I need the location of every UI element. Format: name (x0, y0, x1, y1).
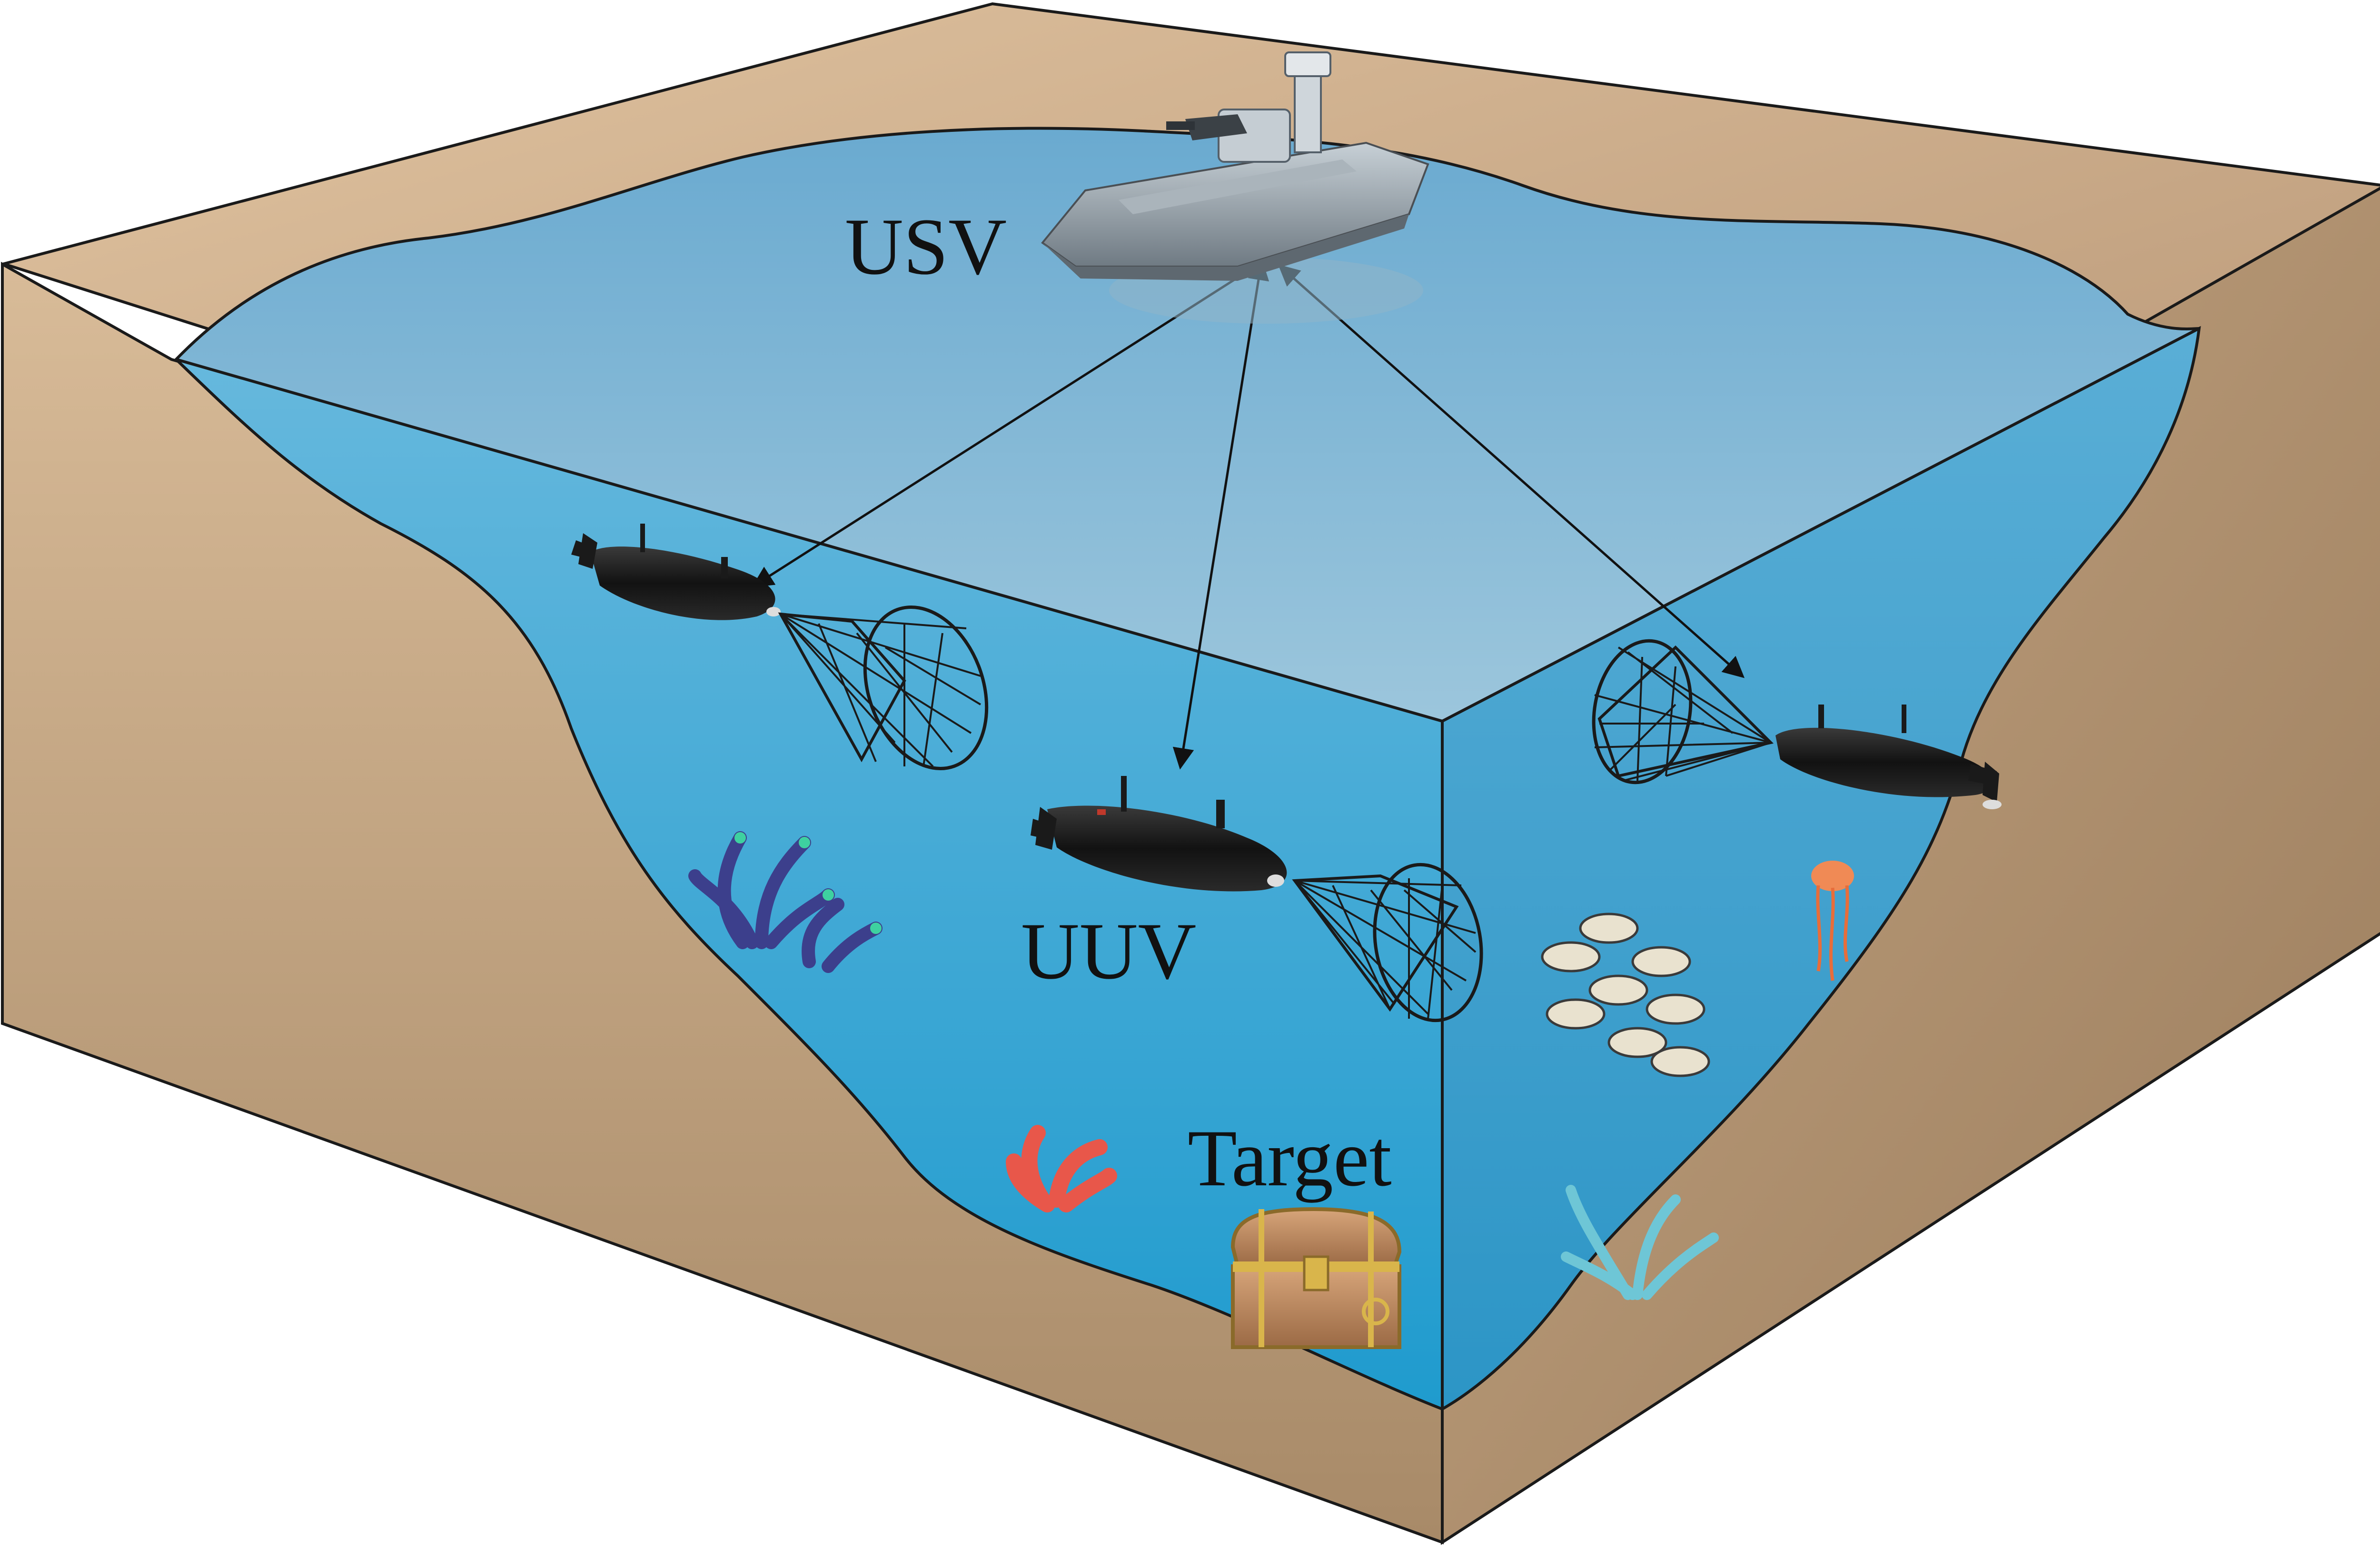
fishing-net-icon (1292, 863, 1483, 1023)
uuv-submarine-icon (571, 524, 781, 620)
link-usv-to-uuv-right (1278, 264, 1745, 678)
usv-label: USV (845, 202, 1007, 291)
jellyfish-icon (1811, 861, 1854, 981)
coral-icon (1561, 1185, 1719, 1300)
fishing-net-icon (778, 606, 989, 770)
coral-icon (688, 831, 883, 973)
target-label: Target (1188, 1113, 1392, 1203)
uuv-label: UUV (1021, 906, 1196, 996)
water-left-face (175, 358, 1444, 1411)
link-usv-to-uuv-center (1172, 258, 1269, 770)
fish-school-icon (1541, 913, 1710, 1077)
uuv-submarine-icon (1775, 705, 2002, 809)
treasure-chest-icon (1230, 1207, 1402, 1349)
fishing-net-icon (1592, 639, 1774, 784)
usv-boat-icon (1041, 51, 1429, 324)
uuv-submarine-icon (1031, 776, 1287, 892)
coral-icon (1006, 1125, 1117, 1212)
